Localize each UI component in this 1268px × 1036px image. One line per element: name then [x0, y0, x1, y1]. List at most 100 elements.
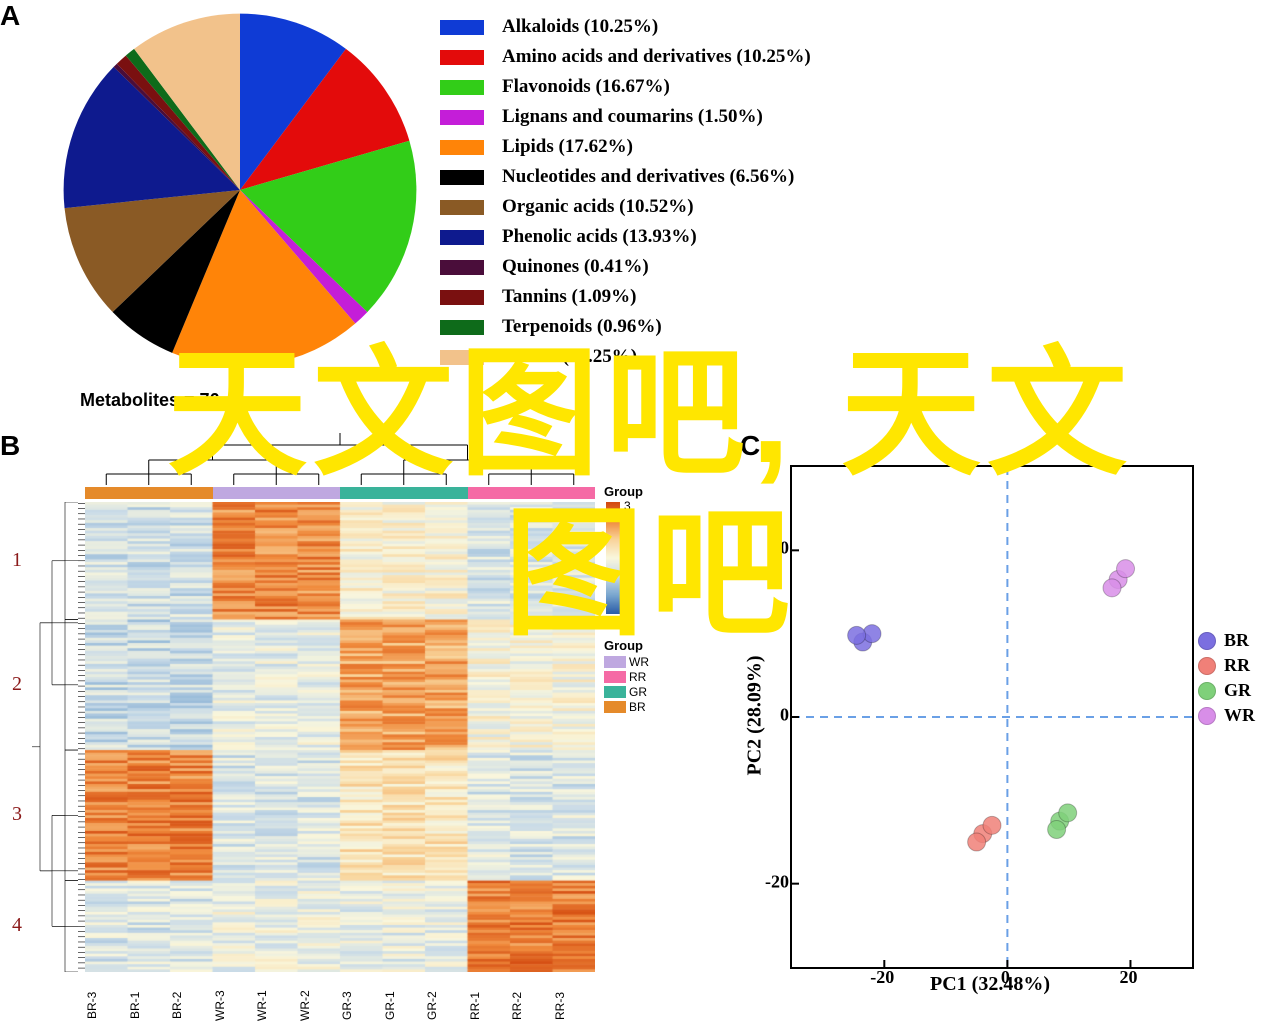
legend-label: Tannins (1.09%) — [502, 286, 636, 308]
legend-label: Flavonoids (16.67%) — [502, 76, 670, 98]
colorbar-tick: -3 — [624, 594, 635, 610]
figure-root: A B C Metabolites = 76 Alkaloids (10.25%… — [0, 0, 1268, 1036]
heatmap-canvas — [85, 502, 595, 972]
group-strip-cell — [468, 487, 511, 499]
heatmap-column-label: WR-1 — [255, 978, 298, 1033]
pca-plot-area — [790, 465, 1194, 969]
group-strip-cell — [340, 487, 383, 499]
pca-legend-row: WR — [1198, 705, 1255, 726]
legend-label: Nucleotides and derivatives (6.56%) — [502, 166, 794, 188]
legend-swatch — [440, 170, 484, 185]
group-strip-cell — [213, 487, 256, 499]
legend-label: GR — [629, 685, 647, 699]
legend-label: Others (10.25%) — [502, 346, 637, 368]
legend-swatch — [1198, 632, 1216, 650]
legend-label: Quinones (0.41%) — [502, 256, 649, 278]
pca-svg — [792, 467, 1192, 967]
legend-swatch — [440, 110, 484, 125]
colorbar-tick: 1 — [624, 530, 635, 546]
legend-swatch — [1198, 682, 1216, 700]
legend-label: RR — [1224, 655, 1250, 676]
colorbar-tick: -1 — [624, 562, 635, 578]
legend-label: Lignans and coumarins (1.50%) — [502, 106, 763, 128]
legend-label: Amino acids and derivatives (10.25%) — [502, 46, 811, 68]
heatmap-column-label: GR-1 — [383, 978, 426, 1033]
heatmap-column-label: GR-2 — [425, 978, 468, 1033]
pie-legend-row: Terpenoids (0.96%) — [440, 312, 920, 342]
heatmap-colorbar-title: Group — [604, 484, 643, 499]
legend-swatch — [604, 701, 626, 713]
legend-swatch — [440, 320, 484, 335]
panel-label-a: A — [0, 0, 20, 32]
pca-point — [1048, 821, 1066, 839]
pie-chart — [60, 10, 420, 370]
pca-yticks: -20020 — [765, 465, 789, 965]
heatmap-column-labels: BR-3BR-1BR-2WR-3WR-1WR-2GR-3GR-1GR-2RR-1… — [85, 978, 595, 1033]
pie-legend-row: Organic acids (10.52%) — [440, 192, 920, 222]
pie-legend: Alkaloids (10.25%) Amino acids and deriva… — [440, 12, 920, 372]
pca-ytick-label: 0 — [780, 705, 789, 726]
pca-point — [848, 626, 866, 644]
pca-point — [1117, 560, 1135, 578]
pie-legend-row: Alkaloids (10.25%) — [440, 12, 920, 42]
heatmap-group-legend-row: WR — [604, 655, 649, 669]
cluster-label: 3 — [12, 803, 22, 826]
pca-point — [983, 816, 1001, 834]
group-strip-cell — [553, 487, 596, 499]
legend-label: RR — [629, 670, 646, 684]
legend-label: Terpenoids (0.96%) — [502, 316, 662, 338]
legend-swatch — [440, 200, 484, 215]
legend-swatch — [440, 290, 484, 305]
heatmap-column-label: WR-3 — [213, 978, 256, 1033]
cluster-label: 2 — [12, 673, 22, 696]
pie-title: Metabolites = 76 — [80, 390, 220, 411]
dendrogram-top — [85, 430, 595, 485]
legend-swatch — [604, 671, 626, 683]
heatmap-group-legend-row: BR — [604, 700, 649, 714]
heatmap-column-label: GR-3 — [340, 978, 383, 1033]
legend-label: GR — [1224, 680, 1251, 701]
group-strip-cell — [128, 487, 171, 499]
colorbar-tick: 0 — [624, 546, 635, 562]
heatmap-column-label: BR-2 — [170, 978, 213, 1033]
pie-legend-row: Flavonoids (16.67%) — [440, 72, 920, 102]
pie-svg — [60, 10, 420, 370]
legend-label: WR — [629, 655, 649, 669]
heatmap-group-legend-rows: WRRRGRBR — [604, 655, 649, 714]
colorbar-tick: 2 — [624, 514, 635, 530]
group-strip-cell — [298, 487, 341, 499]
legend-label: Alkaloids (10.25%) — [502, 16, 658, 38]
group-color-strip — [85, 487, 595, 499]
legend-swatch — [440, 50, 484, 65]
pie-legend-row: Others (10.25%) — [440, 342, 920, 372]
heatmap-group-legend-row: RR — [604, 670, 649, 684]
cluster-label: 4 — [12, 914, 22, 937]
heatmap-column-label: RR-2 — [510, 978, 553, 1033]
legend-swatch — [440, 350, 484, 365]
heatmap-column-label: RR-1 — [468, 978, 511, 1033]
pca-legend-row: BR — [1198, 630, 1255, 651]
pca-ytick-label: 20 — [771, 538, 789, 559]
group-strip-cell — [425, 487, 468, 499]
group-strip-cell — [383, 487, 426, 499]
pie-legend-row: Nucleotides and derivatives (6.56%) — [440, 162, 920, 192]
pca-point — [968, 833, 986, 851]
group-strip-cell — [255, 487, 298, 499]
heatmap-column-label: WR-2 — [298, 978, 341, 1033]
pie-legend-row: Quinones (0.41%) — [440, 252, 920, 282]
pca-xlabel: PC1 (32.48%) — [790, 973, 1190, 996]
pca-point — [1059, 804, 1077, 822]
dendrogram-left — [30, 502, 85, 972]
pca-panel: PC2 (28.09%) -20020 -20020 PC1 (32.48%) … — [730, 455, 1268, 1030]
group-strip-cell — [170, 487, 213, 499]
pie-legend-row: Lignans and coumarins (1.50%) — [440, 102, 920, 132]
pca-legend: BR RR GR WR — [1198, 630, 1255, 730]
heatmap-column-label: BR-1 — [128, 978, 171, 1033]
heatmap-colorbar — [606, 502, 620, 614]
heatmap-column-label: RR-3 — [553, 978, 596, 1033]
pie-legend-row: Tannins (1.09%) — [440, 282, 920, 312]
pie-legend-row: Phenolic acids (13.93%) — [440, 222, 920, 252]
legend-swatch — [440, 140, 484, 155]
heatmap-group-legend: Group WRRRGRBR — [604, 638, 649, 715]
pie-legend-row: Lipids (17.62%) — [440, 132, 920, 162]
